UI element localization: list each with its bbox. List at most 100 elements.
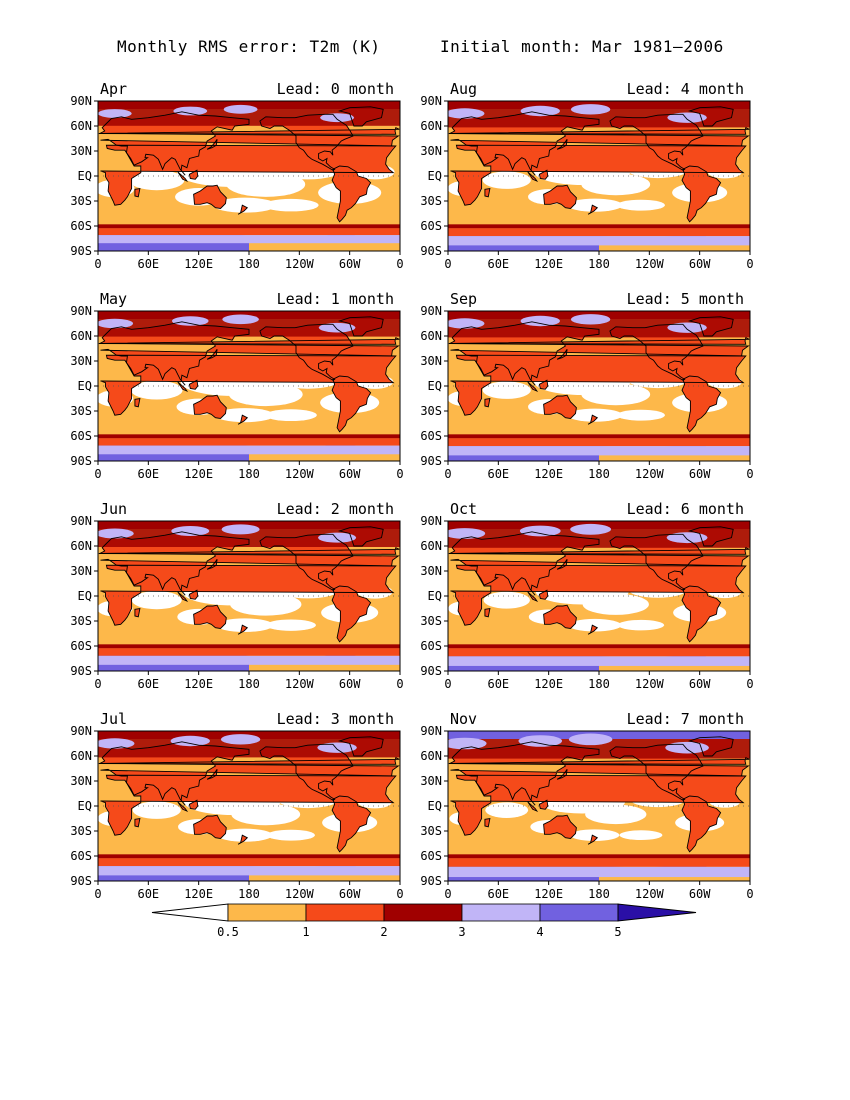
land-error-borneo: [189, 590, 198, 600]
x-tick-label: 0: [444, 467, 451, 481]
high-error-patch: [448, 737, 487, 750]
x-tick-label: 120W: [285, 257, 315, 271]
land-error-australia: [543, 395, 577, 419]
y-tick-label: 90S: [420, 874, 442, 888]
coastline: [484, 607, 491, 618]
x-tick-label: 120E: [184, 677, 213, 691]
colorbar-segment: [305, 903, 385, 922]
high-error-patch: [448, 318, 485, 329]
coastline: [337, 316, 384, 337]
coastline: [177, 591, 189, 602]
x-tick-label: 120W: [635, 677, 665, 691]
coastline: [687, 316, 734, 337]
panel-lead-label: Lead: 6 month: [627, 500, 744, 518]
coastline: [543, 814, 577, 839]
coastline: [448, 337, 750, 345]
coastline: [206, 559, 218, 570]
rmse-field: [98, 731, 400, 881]
coastline: [450, 774, 747, 836]
land-error-borneo: [189, 380, 198, 390]
high-error-patch: [318, 322, 356, 333]
coastline: [448, 757, 750, 765]
coastline: [484, 187, 491, 198]
coastline: [206, 349, 218, 360]
x-tick-label: 0: [396, 467, 403, 481]
x-tick-label: 60W: [339, 677, 361, 691]
panel-lead-label: Lead: 2 month: [277, 500, 394, 518]
land-error-australia: [193, 395, 227, 419]
y-tick-label: 60S: [70, 639, 92, 653]
land-error-australia: [543, 815, 577, 839]
land-error-n_america: [259, 744, 353, 801]
coastline: [259, 533, 354, 591]
land-error-n_america: [609, 534, 703, 591]
antarctic-band: [98, 445, 400, 455]
high-error-patch: [570, 314, 611, 325]
coastline: [237, 204, 249, 215]
x-tick-label: 60W: [689, 887, 711, 901]
y-tick-label: 90N: [420, 94, 442, 108]
panel-lead-label: Lead: 1 month: [277, 290, 394, 308]
coastline: [134, 817, 141, 828]
y-tick-label: 30N: [420, 774, 442, 788]
coastline: [188, 589, 199, 600]
colorbar-segment: [539, 903, 619, 922]
coastline: [259, 113, 354, 171]
panel-month-label: Nov: [450, 710, 477, 728]
coastline: [134, 607, 141, 618]
x-tick-label: 120E: [534, 257, 563, 271]
x-tick-label: 0: [746, 467, 753, 481]
land-error-nz: [238, 205, 248, 215]
land-error-borneo: [539, 800, 548, 810]
land-error-s_america: [332, 376, 371, 432]
y-tick-label: 90S: [70, 454, 92, 468]
colorbar-low-arrow: [151, 903, 229, 922]
y-tick-label: 90S: [420, 454, 442, 468]
low-error-region: [216, 618, 274, 632]
x-tick-label: 180: [588, 467, 610, 481]
y-tick-label: 30N: [420, 564, 442, 578]
x-tick-label: 60W: [689, 677, 711, 691]
southern-band: [448, 644, 750, 649]
land-error-australia: [193, 185, 227, 209]
coastline: [100, 144, 397, 206]
x-tick-label: 120W: [285, 887, 315, 901]
x-tick-label: 180: [588, 257, 610, 271]
coastline: [450, 144, 747, 206]
colorbar-segment: [461, 903, 541, 922]
high-error-patch: [98, 109, 132, 118]
y-tick-label: 30N: [70, 774, 92, 788]
x-tick-label: 180: [588, 677, 610, 691]
x-tick-label: 60W: [689, 257, 711, 271]
x-tick-label: 60W: [339, 887, 361, 901]
x-tick-label: 0: [444, 677, 451, 691]
low-error-region: [585, 804, 647, 825]
low-error-region: [483, 591, 530, 609]
y-tick-label: 90N: [70, 304, 92, 318]
x-tick-label: 180: [238, 467, 260, 481]
low-error-region: [132, 801, 181, 819]
y-tick-label: 60S: [70, 849, 92, 863]
coastline: [556, 139, 568, 150]
high-error-patch: [568, 733, 613, 746]
coastline: [449, 531, 750, 596]
coastline: [193, 814, 227, 839]
y-tick-label: EQ: [78, 379, 92, 393]
y-tick-label: 60S: [70, 219, 92, 233]
panel-lead-label: Lead: 4 month: [627, 80, 744, 98]
rmse-field: [448, 521, 750, 671]
y-tick-label: EQ: [428, 589, 442, 603]
high-error-patch: [171, 316, 209, 326]
low-error-region: [231, 803, 301, 826]
antarctic-band: [98, 655, 400, 665]
land-error-nz: [238, 415, 248, 425]
low-error-region: [226, 171, 306, 197]
coastline: [98, 337, 400, 345]
x-tick-label: 0: [94, 677, 101, 691]
x-tick-label: 60E: [487, 887, 509, 901]
coastline: [99, 111, 400, 176]
low-error-region: [567, 408, 623, 422]
southern-band: [448, 224, 750, 229]
